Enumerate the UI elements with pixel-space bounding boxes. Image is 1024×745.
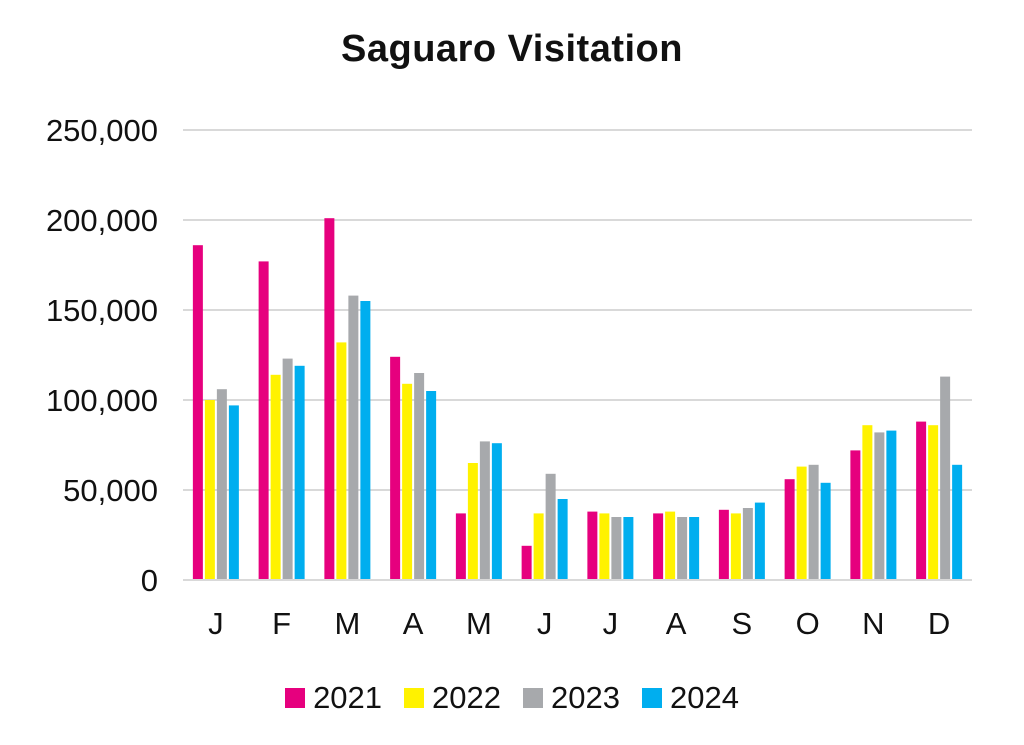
bar-2021-8: [718, 509, 729, 580]
bar-2021-4: [455, 513, 466, 580]
y-tick-label: 100,000: [46, 383, 158, 418]
bar-2021-7: [653, 513, 664, 580]
bar-2021-5: [521, 545, 532, 580]
legend-item: 2022: [404, 680, 501, 716]
legend-item: 2024: [641, 680, 739, 716]
x-tick-label: J: [208, 606, 224, 641]
x-tick-label: D: [928, 606, 950, 641]
bar-2022-1: [270, 374, 281, 580]
bar-2022-3: [402, 383, 413, 580]
bar-2024-0: [228, 405, 239, 580]
bar-2021-1: [258, 261, 269, 580]
chart-legend: 2021 2022 2023 2024: [0, 680, 1024, 716]
bar-2023-0: [216, 389, 227, 580]
bar-2023-7: [677, 517, 688, 580]
y-tick-label: 150,000: [46, 293, 158, 328]
legend-swatch: [641, 688, 662, 708]
bar-2024-10: [886, 430, 897, 580]
bar-2024-11: [952, 464, 963, 580]
bar-2023-1: [282, 358, 293, 580]
bar-2022-10: [862, 425, 873, 580]
x-tick-label: O: [796, 606, 820, 641]
bar-2023-10: [874, 432, 885, 580]
bar-2022-0: [204, 400, 215, 580]
legend-swatch: [523, 688, 543, 708]
y-tick-label: 50,000: [63, 473, 158, 508]
legend-label: 2024: [669, 680, 739, 715]
bar-2023-9: [808, 464, 819, 580]
bar-2024-8: [754, 502, 765, 580]
x-tick-label: M: [466, 606, 492, 641]
y-tick-label: 200,000: [46, 203, 158, 238]
bar-2024-5: [557, 499, 568, 580]
bar-2021-6: [587, 511, 598, 580]
bar-2022-11: [928, 425, 939, 580]
bar-2023-8: [742, 508, 753, 580]
y-tick-label: 250,000: [46, 113, 158, 148]
x-tick-label: S: [732, 606, 753, 641]
legend-item: 2023: [523, 680, 620, 716]
bar-2022-7: [665, 511, 676, 580]
bar-2022-2: [336, 342, 347, 580]
y-tick-label: 0: [141, 563, 158, 598]
legend-swatch: [285, 688, 306, 708]
legend-label: 2022: [432, 680, 501, 715]
bar-2022-8: [730, 513, 741, 580]
bar-2023-11: [940, 376, 951, 580]
bar-2022-6: [599, 513, 610, 580]
bar-2023-6: [611, 517, 622, 580]
bar-2024-2: [360, 301, 371, 580]
x-tick-label: F: [272, 606, 291, 641]
legend-item: 2021: [285, 680, 382, 716]
bar-2023-4: [479, 441, 490, 580]
x-tick-label: M: [334, 606, 360, 641]
x-tick-label: A: [403, 606, 424, 641]
chart-plot: 0 50,000 100,000 150,000 200,000 250,000 J F M A M…: [46, 113, 972, 641]
chart-title: Saguaro Visitation: [341, 28, 683, 70]
x-tick-label: J: [537, 606, 553, 641]
bar-2024-4: [491, 443, 502, 580]
bar-2021-9: [784, 479, 795, 580]
bar-2022-5: [533, 513, 544, 580]
bar-2021-2: [324, 218, 335, 580]
legend-label: 2023: [551, 680, 620, 715]
x-tick-label: J: [603, 606, 619, 641]
bar-2023-2: [348, 295, 359, 580]
bar-2021-10: [850, 450, 861, 580]
bar-2024-1: [294, 365, 305, 580]
bar-2024-6: [623, 517, 634, 580]
bar-2024-3: [426, 391, 437, 580]
legend-label: 2021: [313, 680, 383, 715]
bar-2023-5: [545, 473, 556, 580]
legend-swatch: [404, 688, 425, 708]
bar-2024-9: [820, 482, 831, 580]
bar-2023-3: [414, 373, 425, 580]
bar-2021-11: [916, 421, 927, 580]
bar-2024-7: [689, 517, 700, 580]
bar-2021-0: [192, 245, 203, 580]
x-tick-label: A: [666, 606, 687, 641]
bar-2021-3: [390, 356, 401, 580]
x-tick-label: N: [862, 606, 884, 641]
bar-2022-9: [796, 466, 807, 580]
bar-2022-4: [467, 463, 478, 580]
